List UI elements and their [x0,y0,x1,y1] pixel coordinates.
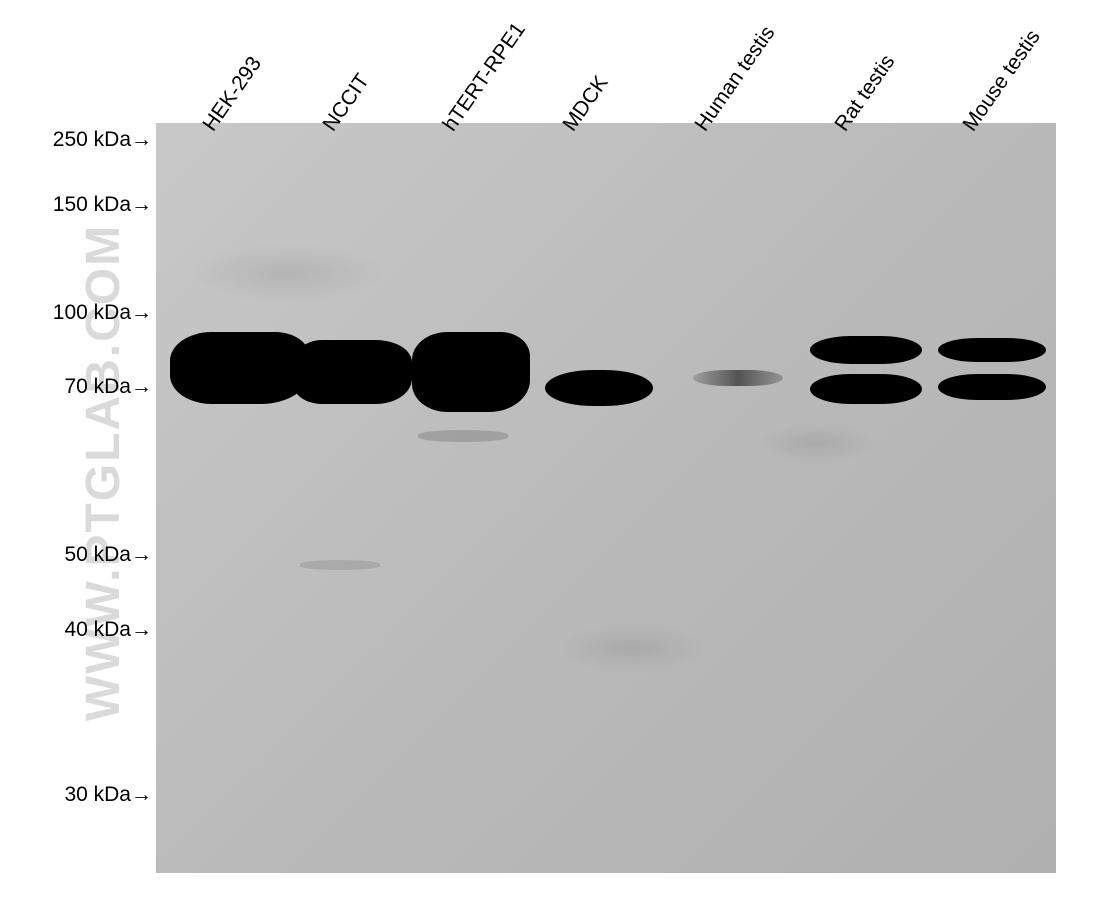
marker-label: 50 kDa→ [64,543,152,567]
marker-label: 30 kDa→ [64,783,152,807]
marker-label: 40 kDa→ [64,618,152,642]
western-blot-figure: WWW.PTGLAB.COM HEK-293 NCCIT hTERT-RPE1 … [0,0,1110,900]
marker-label: 150 kDa→ [53,193,152,217]
blot-band [938,338,1046,362]
lane-label: Mouse testis [958,26,1045,136]
blot-band-faint [693,370,783,386]
blot-band [545,370,653,406]
blot-band [292,340,412,404]
blot-band [938,374,1046,400]
smudge [186,243,386,303]
smudge [756,423,876,463]
blot-band [810,336,922,364]
blot-band [412,332,530,412]
blot-band-veryfaint [418,430,508,442]
blot-band-veryfaint [300,560,380,570]
marker-label: 70 kDa→ [64,375,152,399]
blot-band [170,332,310,404]
blot-band [810,374,922,404]
watermark-text: WWW.PTGLAB.COM [76,224,131,721]
lane-label: Human testis [690,22,780,136]
marker-label: 250 kDa→ [53,128,152,152]
blot-membrane [156,123,1056,873]
smudge [556,623,706,673]
marker-label: 100 kDa→ [53,301,152,325]
lane-label: hTERT-RPE1 [438,18,530,136]
